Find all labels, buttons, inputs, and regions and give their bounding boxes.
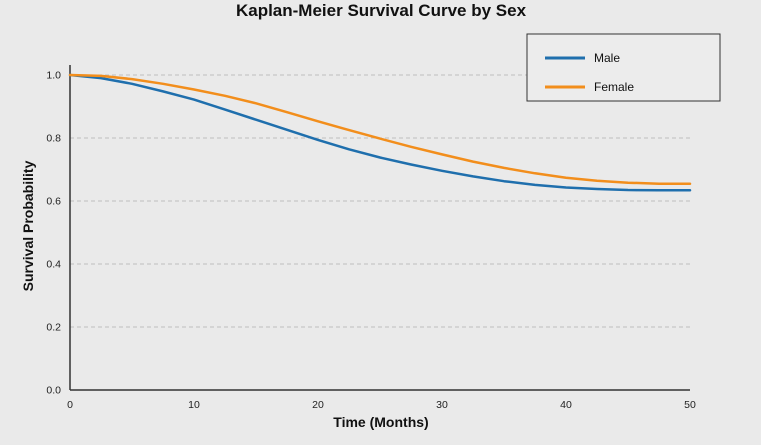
series-line-male xyxy=(68,73,692,192)
chart-title: Kaplan-Meier Survival Curve by Sex xyxy=(236,1,527,20)
y-tick-label: 1.0 xyxy=(46,70,61,82)
x-tick-label: 20 xyxy=(312,399,324,411)
x-tick-label: 40 xyxy=(560,399,572,411)
legend: Male Female xyxy=(526,33,721,102)
x-tick-label: 50 xyxy=(684,399,696,411)
y-tick-label: 0.8 xyxy=(46,133,61,145)
x-tick-label: 10 xyxy=(188,399,200,411)
y-tick-labels: 0.0 0.2 0.4 0.6 0.8 1.0 xyxy=(46,70,61,397)
y-tick-label: 0.2 xyxy=(46,322,61,334)
y-tick-label: 0.6 xyxy=(46,196,61,208)
x-tick-label: 0 xyxy=(67,399,73,411)
legend-label-male: Male xyxy=(594,51,620,65)
x-axis-label: Time (Months) xyxy=(333,414,428,430)
legend-label-female: Female xyxy=(594,80,634,94)
y-tick-label: 0.4 xyxy=(46,259,61,271)
axes xyxy=(69,65,690,391)
grid-lines xyxy=(70,74,690,328)
series-lines xyxy=(68,73,692,192)
y-axis-label: Survival Probability xyxy=(20,160,36,291)
x-tick-label: 30 xyxy=(436,399,448,411)
y-tick-label: 0.0 xyxy=(46,385,61,397)
series-line-female xyxy=(68,73,692,185)
legend-box xyxy=(526,33,721,102)
x-tick-labels: 0 10 20 30 40 50 xyxy=(67,399,696,411)
